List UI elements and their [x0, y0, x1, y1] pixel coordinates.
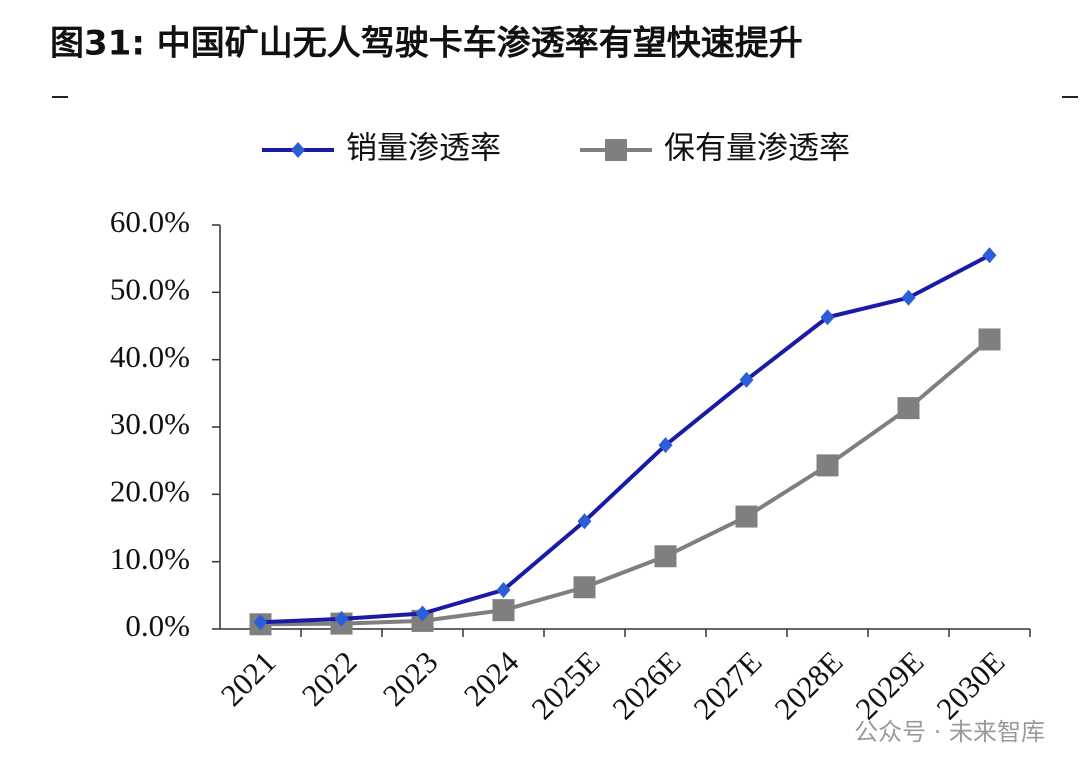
data-point [897, 397, 920, 420]
data-point [573, 576, 596, 599]
data-point [334, 610, 349, 627]
data-point [901, 289, 916, 306]
data-point [415, 605, 430, 622]
data-point [735, 505, 758, 528]
y-tick-label: 50.0% [110, 271, 190, 306]
data-point [496, 581, 511, 598]
data-point [978, 328, 1001, 351]
watermark: 公众号 · 未来智库 [854, 718, 1045, 746]
chart-title: 图31: 中国矿山无人驾驶卡车渗透率有望快速提升 [50, 24, 803, 64]
y-tick-label: 20.0% [110, 473, 190, 508]
legend-label: 保有量渗透率 [664, 131, 850, 167]
y-tick-label: 0.0% [125, 608, 190, 643]
legend-marker [605, 139, 627, 161]
legend-marker [291, 142, 305, 158]
legend-label: 销量渗透率 [346, 131, 501, 167]
data-point [982, 247, 997, 264]
series-line [260, 337, 991, 627]
data-point [739, 371, 754, 388]
data-point [816, 454, 839, 477]
data-point [253, 614, 268, 631]
y-tick-label: 60.0% [110, 204, 190, 239]
data-point [577, 513, 592, 530]
data-point [492, 599, 515, 622]
y-tick-label: 40.0% [110, 339, 190, 374]
data-point [654, 545, 677, 568]
data-point [820, 309, 835, 326]
y-tick-label: 10.0% [110, 541, 190, 576]
data-point [658, 437, 673, 454]
series-line [260, 253, 991, 625]
y-tick-label: 30.0% [110, 406, 190, 441]
